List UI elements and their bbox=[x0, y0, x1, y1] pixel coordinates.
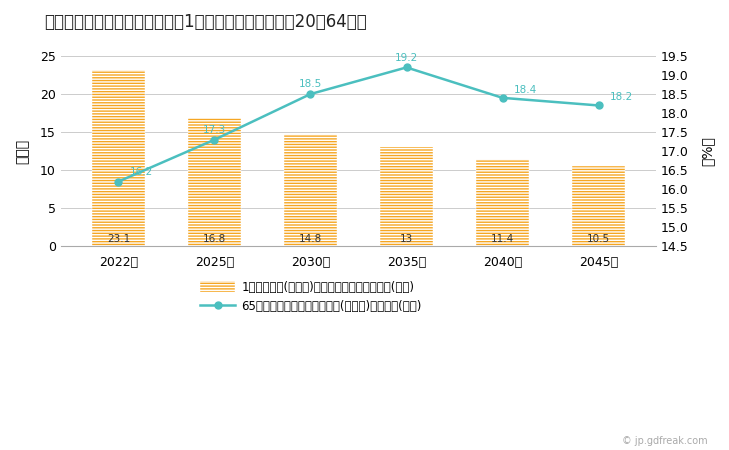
Bar bbox=[476, 159, 529, 246]
Text: 14.8: 14.8 bbox=[299, 234, 322, 244]
Text: 19.2: 19.2 bbox=[395, 53, 418, 63]
Text: 18.2: 18.2 bbox=[610, 92, 634, 103]
Bar bbox=[188, 118, 241, 246]
Text: 13: 13 bbox=[400, 234, 413, 244]
Y-axis label: ［人］: ［人］ bbox=[15, 139, 29, 164]
Text: 11.4: 11.4 bbox=[491, 234, 514, 244]
Y-axis label: ［%］: ［%］ bbox=[700, 136, 714, 166]
Bar bbox=[380, 147, 433, 246]
Text: 23.1: 23.1 bbox=[107, 234, 130, 244]
Text: 宇多津町の要介護（要支援）者1人を支える現役世代（20～64歳）: 宇多津町の要介護（要支援）者1人を支える現役世代（20～64歳） bbox=[44, 14, 367, 32]
Text: 16.8: 16.8 bbox=[203, 234, 226, 244]
Bar bbox=[572, 166, 625, 246]
Text: 17.3: 17.3 bbox=[203, 125, 226, 135]
Text: 10.5: 10.5 bbox=[587, 234, 610, 244]
Text: © jp.gdfreak.com: © jp.gdfreak.com bbox=[622, 436, 707, 446]
Text: 16.2: 16.2 bbox=[130, 167, 153, 177]
Legend: 1人の要介護(要支援)者を支える現役世代人数(左軸), 65歳以上人口にしめる要介護(要支援)者の割合(右軸): 1人の要介護(要支援)者を支える現役世代人数(左軸), 65歳以上人口にしめる要… bbox=[200, 281, 421, 313]
Bar bbox=[284, 134, 337, 246]
Text: 18.5: 18.5 bbox=[299, 80, 322, 90]
Text: 18.4: 18.4 bbox=[514, 85, 537, 95]
Bar bbox=[92, 71, 145, 246]
